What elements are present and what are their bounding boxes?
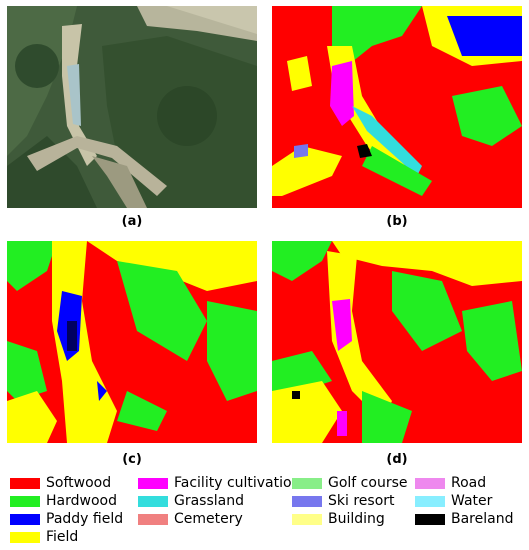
- land-cover-map-b: [272, 6, 522, 208]
- legend-swatch: [292, 477, 322, 489]
- legend-item-facility-cultivation: Facility cultivation: [138, 474, 300, 492]
- legend-item-cemetery: Cemetery: [138, 510, 243, 528]
- legend-label: Building: [328, 511, 385, 527]
- caption-c: (c): [122, 452, 142, 467]
- caption-b: (b): [386, 214, 408, 229]
- classification-map-d: [272, 241, 522, 443]
- legend-label: Softwood: [46, 475, 112, 491]
- legend-item-bareland: Bareland: [415, 510, 513, 528]
- legend-label: Cemetery: [174, 511, 243, 527]
- legend-swatch: [292, 513, 322, 525]
- legend-item-ski-resort: Ski resort: [292, 492, 395, 510]
- legend-item-water: Water: [415, 492, 492, 510]
- legend-swatch: [10, 513, 40, 525]
- classification-map-b: [272, 6, 522, 208]
- legend-swatch: [415, 477, 445, 489]
- legend-swatch: [138, 513, 168, 525]
- legend-label: Grassland: [174, 493, 244, 509]
- legend-swatch: [292, 495, 322, 507]
- caption-d: (d): [386, 452, 408, 467]
- legend-item-road: Road: [415, 474, 486, 492]
- legend-item-field: Field: [10, 528, 78, 546]
- legend-label: Road: [451, 475, 487, 491]
- legend-label: Paddy field: [46, 511, 124, 527]
- legend-swatch: [138, 477, 168, 489]
- legend-label: Hardwood: [46, 493, 117, 509]
- legend-item-paddy-field: Paddy field: [10, 510, 123, 528]
- legend-swatch: [10, 531, 40, 543]
- aerial-image-panel: [7, 6, 257, 208]
- legend-label: Field: [46, 529, 79, 545]
- legend-item-grassland: Grassland: [138, 492, 244, 510]
- legend-label: Facility cultivation: [174, 475, 301, 491]
- classification-map-c: [7, 241, 257, 443]
- legend-swatch: [138, 495, 168, 507]
- legend-swatch: [10, 495, 40, 507]
- legend-label: Bareland: [451, 511, 514, 527]
- legend-item-hardwood: Hardwood: [10, 492, 117, 510]
- legend-item-softwood: Softwood: [10, 474, 111, 492]
- land-cover-map-d: [272, 241, 522, 443]
- legend-label: Ski resort: [328, 493, 395, 509]
- legend-swatch: [10, 477, 40, 489]
- legend-swatch: [415, 513, 445, 525]
- legend-label: Water: [451, 493, 493, 509]
- legend-item-golf-course: Golf course: [292, 474, 407, 492]
- legend: Softwood Hardwood Paddy field Field Faci…: [10, 474, 525, 548]
- legend-item-building: Building: [292, 510, 385, 528]
- land-cover-map-c: [7, 241, 257, 443]
- legend-swatch: [415, 495, 445, 507]
- legend-label: Golf course: [328, 475, 408, 491]
- aerial-photo: [7, 6, 257, 208]
- caption-a: (a): [121, 214, 143, 229]
